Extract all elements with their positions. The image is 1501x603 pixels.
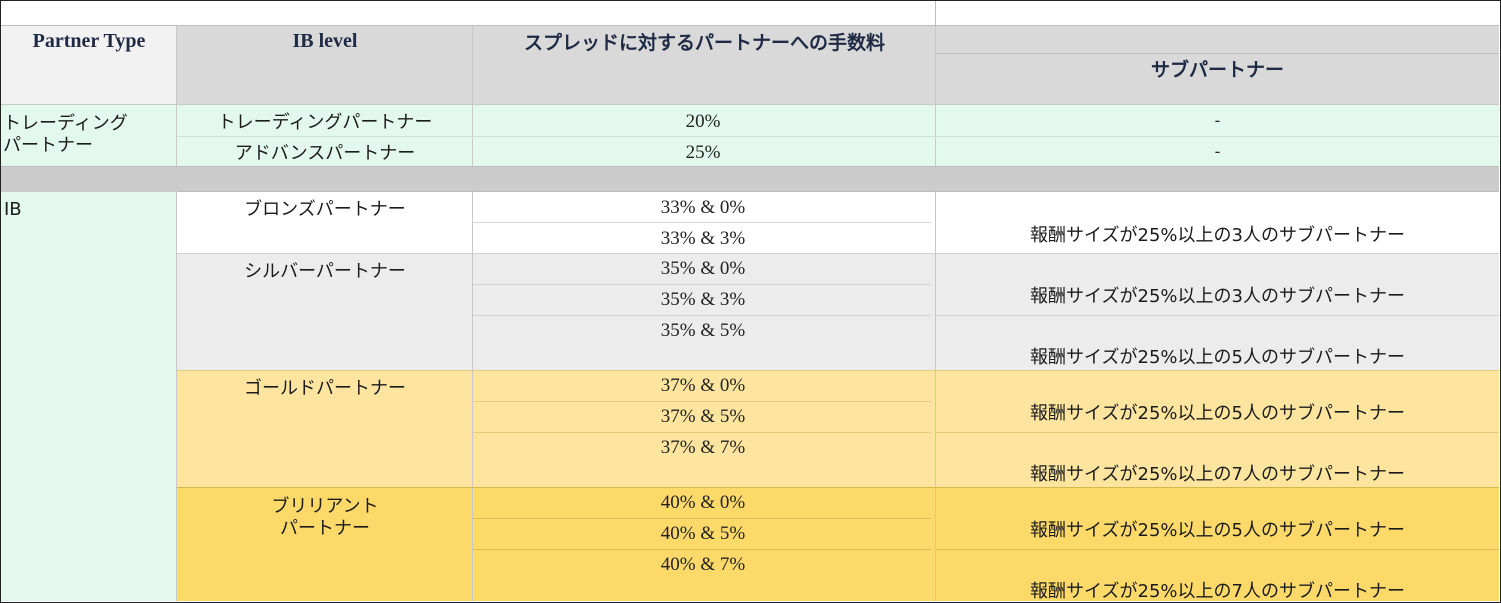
ib-type-cell [1,192,177,601]
top-strip [1,1,1499,26]
gold-commission-0: 37% & 0% [660,375,746,396]
header-sub-partner-cell [936,26,1499,105]
brilliant-commission-1: 40% & 5% [660,523,746,544]
grid-line [1,25,1499,26]
grid-line [177,253,1499,254]
brilliant-sub-1: 報酬サイズが25%以上の7人のサブパートナー [1030,581,1405,602]
brilliant-commission-0: 40% & 0% [660,492,746,513]
ib-level-silver: シルバーパートナー [244,261,406,282]
trading-commission-0: 20% [685,111,721,132]
brilliant-sub-0: 報酬サイズが25%以上の5人のサブパートナー [1030,520,1405,541]
grid-line [936,315,1499,316]
gold-commission-2: 37% & 7% [660,437,746,458]
header-partner-type-cell [1,26,177,105]
ib-level-brilliant-2: パートナー [280,518,370,539]
ib-type-label: IB [4,199,22,220]
trading-type-label-1: トレーディング [3,113,128,134]
bronze-commission-1: 33% & 3% [660,228,746,249]
separator-row [1,167,1499,192]
grid-line [472,26,473,601]
grid-line [936,53,1499,54]
bronze-block [177,192,1499,254]
grid-line [935,26,936,601]
silver-block [177,254,1499,370]
silver-commission-2: 35% & 5% [660,320,746,341]
grid-line [1,166,1499,167]
bronze-sub-0: 報酬サイズが25%以上の3人のサブパートナー [1030,225,1405,246]
brilliant-commission-2: 40% & 7% [660,554,746,575]
header-ib-level: IB level [292,30,358,52]
grid-line [473,315,931,316]
gold-sub-0: 報酬サイズが25%以上の5人のサブパートナー [1030,403,1405,424]
silver-commission-0: 35% & 0% [660,258,746,279]
grid-line [473,518,931,519]
ib-level-bronze: ブロンズパートナー [244,199,406,220]
grid-line [177,136,1499,137]
grid-line [177,191,1499,192]
trading-type-label-2: パートナー [3,135,93,156]
brilliant-block [177,487,1499,601]
grid-line [473,222,931,223]
bronze-commission-0: 33% & 0% [660,197,746,218]
grid-line [935,1,936,26]
trading-sub-0: - [1214,111,1221,130]
grid-line [936,432,1499,433]
trading-sub-1: - [1214,142,1221,161]
header-partner-type: Partner Type [32,30,146,52]
header-commission: スプレッドに対するパートナーへの手数料 [523,32,885,54]
grid-line [473,284,931,285]
gold-commission-1: 37% & 5% [660,406,746,427]
grid-line [176,26,177,601]
silver-sub-0: 報酬サイズが25%以上の3人のサブパートナー [1030,286,1405,307]
gold-sub-1: 報酬サイズが25%以上の7人のサブパートナー [1030,464,1405,485]
grid-line [473,432,931,433]
grid-line [177,487,1499,488]
grid-line [473,549,931,550]
trading-level-advance-partner: アドバンスパートナー [234,143,416,164]
ib-level-brilliant-1: ブリリアント [271,496,379,517]
grid-line [177,370,1499,371]
header-ib-level-cell [177,26,473,105]
grid-line [1,104,1499,105]
silver-commission-1: 35% & 3% [660,289,746,310]
grid-line [936,549,1499,550]
header-commission-cell [473,26,936,105]
trading-commission-1: 25% [685,142,721,163]
gold-block [177,370,1499,487]
ib-level-gold: ゴールドパートナー [244,378,406,399]
header-sub-partner: サブパートナー [1150,59,1284,81]
silver-sub-1: 報酬サイズが25%以上の5人のサブパートナー [1030,347,1405,368]
trading-level-trading-partner: トレーディングパートナー [217,112,433,133]
grid-line [473,401,931,402]
